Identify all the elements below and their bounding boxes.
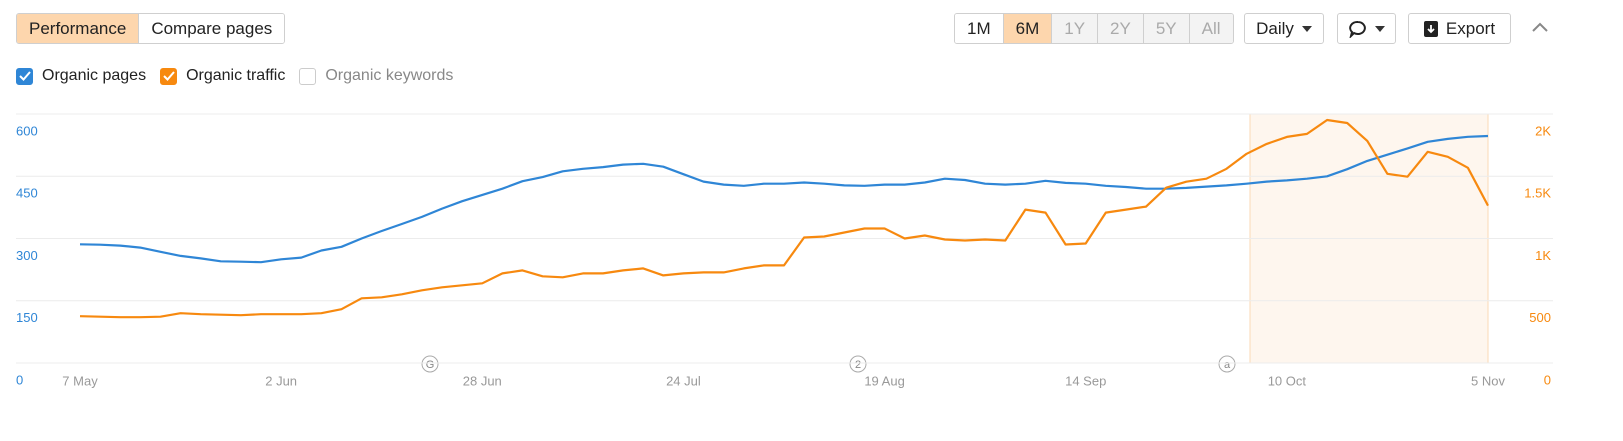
x-tick-label: 2 Jun: [265, 373, 297, 388]
annotation-label: G: [426, 359, 435, 371]
legend: Organic pages Organic traffic Organic keyw…: [16, 66, 453, 86]
y-tick-label: 300: [16, 248, 38, 263]
export-icon: [1423, 20, 1438, 37]
x-tick-label: 28 Jun: [463, 373, 502, 388]
annotation[interactable]: 2: [849, 355, 867, 373]
y2-tick-label: 2K: [1535, 123, 1551, 138]
export-button[interactable]: Export: [1408, 13, 1511, 44]
annotation[interactable]: a: [1218, 355, 1236, 373]
interval-dropdown[interactable]: Daily: [1244, 13, 1324, 44]
checkbox[interactable]: [299, 67, 317, 85]
x-tick-label: 19 Aug: [864, 373, 905, 388]
legend-item[interactable]: Organic keywords: [299, 66, 453, 86]
annotation-label: a: [1224, 359, 1231, 371]
y-tick-label: 600: [16, 123, 38, 138]
y2-tick-label: 0: [1544, 372, 1551, 387]
series-line: [79, 118, 1489, 319]
legend-item[interactable]: Organic pages: [16, 66, 146, 86]
y-tick-label: 0: [16, 372, 23, 387]
series-line: [79, 134, 1489, 264]
range-button: 1Y: [1052, 14, 1099, 43]
tab-group: Performance Compare pages: [16, 13, 286, 44]
legend-label: Organic keywords: [325, 67, 454, 84]
range-button[interactable]: 1M: [955, 14, 1004, 43]
x-tick-label: 24 Jul: [666, 373, 701, 388]
legend-item[interactable]: Organic traffic: [160, 66, 285, 86]
comment-button[interactable]: [1337, 13, 1396, 44]
range-button: 5Y: [1143, 14, 1190, 43]
tab[interactable]: Performance: [17, 14, 140, 43]
y2-tick-label: 1.5K: [1524, 186, 1551, 201]
x-tick-label: 7 May: [62, 373, 98, 388]
export-label: Export: [1445, 19, 1496, 38]
y-tick-label: 450: [16, 186, 38, 201]
y2-tick-label: 500: [1529, 310, 1551, 325]
caret: [1374, 25, 1385, 32]
range-button: All: [1189, 14, 1233, 43]
range-group: 1M 6M 1Y 2Y 5Y All: [954, 13, 1234, 44]
checkbox[interactable]: [160, 67, 178, 85]
check-mark: [18, 71, 31, 81]
caret: [1301, 25, 1312, 32]
annotation-label: 2: [855, 359, 861, 371]
range-button: 2Y: [1098, 14, 1144, 43]
y-tick-label: 150: [16, 310, 38, 325]
legend-label: Organic pages: [42, 67, 147, 84]
comment-icon: [1348, 20, 1366, 38]
annotation[interactable]: G: [421, 355, 439, 373]
y2-tick-label: 1K: [1535, 248, 1551, 263]
x-tick-label: 5 Nov: [1471, 373, 1505, 388]
check-mark: [162, 71, 175, 81]
x-tick-label: 10 Oct: [1268, 373, 1307, 388]
range-button[interactable]: 6M: [1003, 14, 1053, 43]
tab[interactable]: Compare pages: [139, 14, 285, 43]
x-tick-label: 14 Sep: [1065, 373, 1106, 388]
interval-label: Daily: [1256, 19, 1294, 38]
legend-label: Organic traffic: [186, 67, 286, 84]
collapse-chevron[interactable]: [1532, 21, 1548, 33]
checkbox[interactable]: [16, 67, 33, 85]
